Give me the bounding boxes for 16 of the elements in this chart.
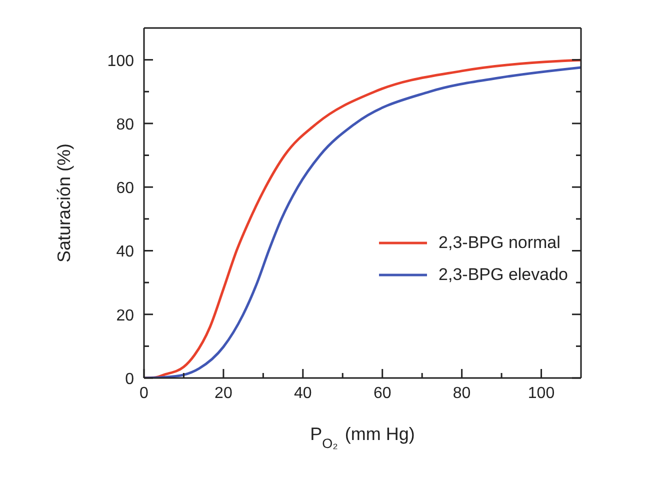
y-axis-title: Saturación (%) <box>54 143 74 263</box>
x-tick-label: 60 <box>373 385 392 402</box>
x-axis-title: P$_{O₂}$ (mm Hg) <box>310 424 415 450</box>
y-tick-label: 0 <box>125 371 134 388</box>
legend-label: 2,3-BPG normal <box>438 233 560 253</box>
legend-label: 2,3-BPG elevado <box>438 265 568 285</box>
y-tick-label: 20 <box>116 307 134 324</box>
x-tick-label: 100 <box>528 385 555 402</box>
x-tick-label: 40 <box>294 385 312 402</box>
x-tick-label: 20 <box>214 385 232 402</box>
x-tick-label: 0 <box>140 385 149 402</box>
y-tick-label: 40 <box>116 244 134 261</box>
x-tick-label: 80 <box>452 385 471 402</box>
y-tick-label: 60 <box>116 180 134 198</box>
y-tick-label: 100 <box>107 52 134 70</box>
y-tick-label: 80 <box>116 116 134 134</box>
